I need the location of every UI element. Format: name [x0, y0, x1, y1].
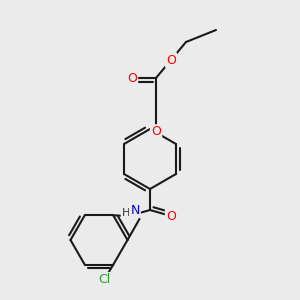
- Text: O: O: [166, 209, 176, 223]
- Text: N: N: [130, 203, 140, 217]
- Text: O: O: [166, 53, 176, 67]
- Text: O: O: [127, 71, 137, 85]
- Text: O: O: [151, 125, 161, 139]
- Text: H: H: [122, 208, 130, 218]
- Text: Cl: Cl: [98, 273, 110, 286]
